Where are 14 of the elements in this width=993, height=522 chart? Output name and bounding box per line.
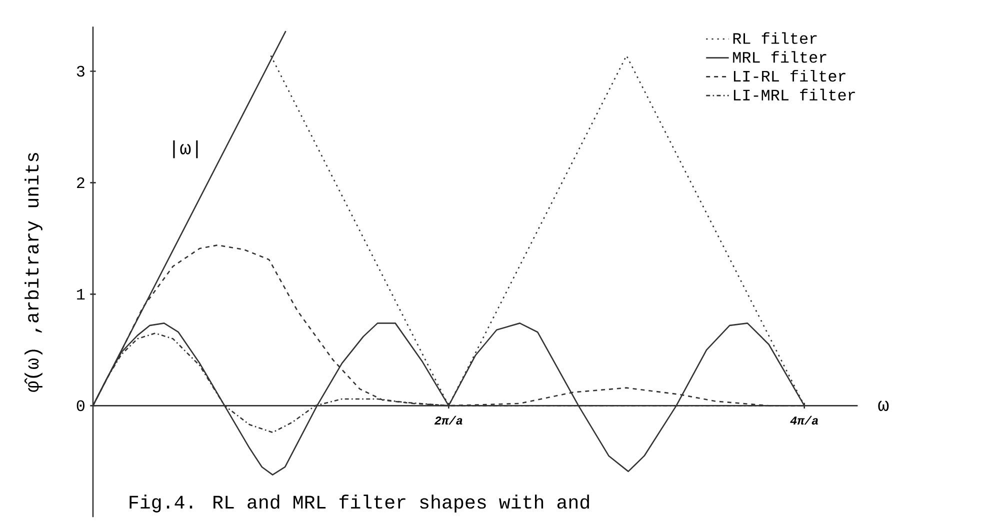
legend-label: MRL filter (733, 51, 826, 63)
y-tick-label: 3 (76, 66, 84, 77)
x-axis-title: ω (878, 400, 889, 412)
annotation: Fig.4. RL and MRL filter shapes with and (130, 494, 589, 513)
legend-label: LI-MRL filter (734, 88, 855, 101)
y-tick-label: 2 (77, 177, 84, 188)
x-tick-label: 2π/a (434, 416, 462, 425)
y-axis-title: φ̂(ω) ,arbitrary units (24, 153, 42, 392)
x-tick-label: 4π/a (790, 416, 818, 425)
annotation: |ω| (173, 140, 198, 158)
legend-label: LI-RL filter (734, 70, 846, 82)
legend-label: RL filter (733, 32, 817, 44)
y-tick-label: 1 (77, 289, 85, 300)
y-tick-label: 0 (76, 400, 84, 412)
